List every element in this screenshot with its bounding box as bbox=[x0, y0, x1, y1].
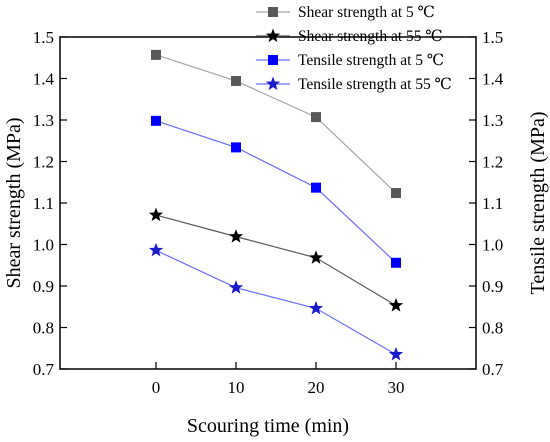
data-point bbox=[231, 142, 241, 153]
legend-marker bbox=[265, 28, 281, 43]
y-right-tick-label: 0.9 bbox=[482, 277, 503, 296]
legend: Shear strength at 5 ℃ Shear strength at 5… bbox=[256, 4, 452, 93]
y-right-tick-label: 1.0 bbox=[482, 236, 503, 255]
legend-marker bbox=[265, 76, 281, 91]
data-point bbox=[231, 75, 241, 86]
data-point bbox=[388, 298, 404, 312]
x-tick-label: 30 bbox=[388, 378, 405, 397]
data-point bbox=[148, 207, 164, 222]
data-point bbox=[308, 250, 324, 264]
x-tick-label: 20 bbox=[308, 378, 325, 397]
series-line bbox=[155, 54, 397, 194]
y-left-tick-label: 1.1 bbox=[33, 194, 54, 213]
series-line bbox=[155, 214, 397, 307]
legend-marker bbox=[268, 55, 278, 65]
y-axis-left-title: Shear strength (MPa) bbox=[3, 117, 25, 288]
data-point bbox=[151, 49, 161, 60]
x-axis-title: Scouring time (min) bbox=[187, 415, 349, 437]
y-left-tick-label: 1.3 bbox=[33, 111, 54, 130]
y-right-tick-label: 1.2 bbox=[482, 153, 503, 172]
y-axis-right-title: Tensile strength (MPa) bbox=[527, 111, 549, 294]
y-right-tick-label: 0.8 bbox=[482, 319, 503, 338]
data-point bbox=[148, 242, 164, 257]
data-point bbox=[228, 229, 244, 243]
data-point bbox=[228, 280, 244, 294]
data-point bbox=[391, 188, 401, 199]
y-right-tick-label: 1.3 bbox=[482, 111, 503, 130]
data-point bbox=[391, 257, 401, 268]
data-point bbox=[311, 182, 321, 193]
legend-marker bbox=[268, 7, 278, 17]
y-left-tick-label: 1.5 bbox=[33, 28, 54, 47]
y-right-tick-label: 1.5 bbox=[482, 28, 503, 47]
y-right-tick-label: 1.1 bbox=[482, 194, 503, 213]
data-point bbox=[311, 112, 321, 123]
y-left-tick-label: 0.8 bbox=[33, 319, 54, 338]
legend-label: Shear strength at 5 ℃ bbox=[298, 4, 435, 21]
x-tick-label: 10 bbox=[228, 378, 245, 397]
data-point bbox=[308, 300, 324, 315]
series-line bbox=[155, 120, 397, 264]
y-left-tick-label: 1.4 bbox=[33, 70, 55, 89]
y-right-tick-label: 1.4 bbox=[482, 70, 504, 89]
legend-label: Tensile strength at 55 ℃ bbox=[298, 76, 452, 93]
legend-label: Shear strength at 55 ℃ bbox=[298, 28, 443, 45]
y-left-tick-label: 0.9 bbox=[33, 277, 54, 296]
data-point bbox=[388, 346, 404, 361]
y-right-tick-label: 0.7 bbox=[482, 360, 504, 379]
legend-label: Tensile strength at 5 ℃ bbox=[298, 52, 444, 69]
series-line bbox=[155, 249, 397, 355]
data-point bbox=[151, 115, 161, 126]
y-left-tick-label: 0.7 bbox=[33, 360, 55, 379]
y-left-tick-label: 1.2 bbox=[33, 153, 54, 172]
y-left-tick-label: 1.0 bbox=[33, 236, 54, 255]
x-tick-label: 0 bbox=[152, 378, 161, 397]
